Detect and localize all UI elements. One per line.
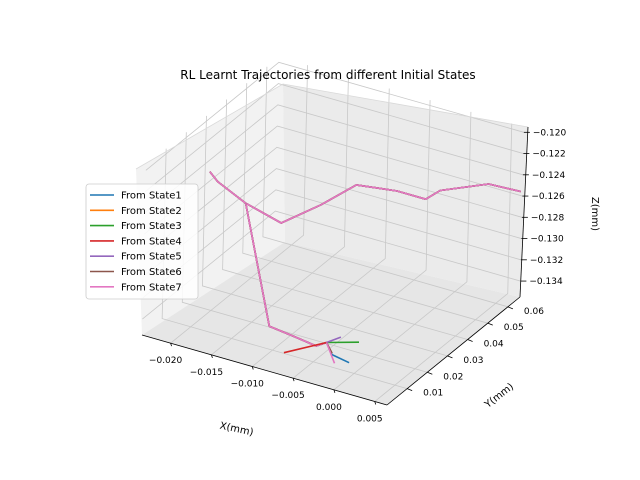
z-axis-label: Z(mm): [589, 197, 600, 231]
legend-label: From State4: [121, 236, 182, 247]
x-tick-label: −0.020: [149, 356, 183, 366]
y-tick-mark: [487, 322, 493, 326]
y-tick-mark: [447, 355, 453, 359]
x-tick-label: −0.005: [271, 391, 304, 401]
y-tick-label: 0.01: [423, 389, 443, 399]
x-tick-label: −0.015: [190, 368, 223, 378]
series-line-state7: [209, 171, 521, 224]
z-axis-line: [519, 126, 529, 298]
legend-box: [85, 183, 199, 300]
y-gridline: [242, 83, 488, 324]
legend-label: From State5: [121, 252, 182, 263]
x-gridline: [170, 65, 308, 344]
x-tick-label: −0.010: [231, 380, 265, 390]
series-end-state5: [326, 336, 342, 344]
legend-label: From State6: [121, 267, 182, 278]
y-tick-label: 0.05: [504, 323, 524, 333]
z-gridline: [145, 83, 524, 192]
legend-entries: From State1 From State2 From State3 From St…: [90, 191, 182, 293]
x-tick-label: 0.005: [357, 415, 383, 425]
y-axis-line: [386, 296, 521, 406]
x-gridline: [251, 88, 390, 367]
series-end-state4: [283, 341, 327, 354]
y-tick-label: 0.06: [524, 307, 544, 317]
x-gridline: [333, 111, 472, 391]
y-tick-mark: [507, 306, 514, 310]
legend-label: From State7: [121, 282, 182, 293]
x-tick-mark: [170, 343, 172, 347]
y-tick-mark: [427, 371, 433, 375]
z-gridline: [145, 61, 524, 171]
x-gridline: [374, 123, 513, 402]
series-end-state7: [325, 342, 336, 364]
x-tick-mark: [292, 378, 295, 382]
pane-edge-outline: [135, 83, 529, 170]
z-tick-label: −0.126: [531, 192, 565, 202]
y-gridline: [202, 115, 448, 357]
z-gridline: [144, 104, 523, 214]
z-tick-label: −0.132: [530, 256, 563, 266]
z-tick-label: −0.134: [529, 277, 563, 287]
x-axis-line: [141, 334, 388, 406]
y-tick-label: 0.03: [463, 356, 483, 366]
legend-label: From State1: [121, 191, 182, 202]
x-gridline: [211, 76, 349, 356]
axis-lines: [141, 126, 529, 406]
z-tick-label: −0.128: [531, 213, 565, 223]
y-tick-mark: [407, 388, 413, 392]
trajectory-lines: [209, 171, 521, 364]
legend-label: From State2: [121, 206, 182, 217]
floor-pane: [142, 242, 520, 405]
y-tick-mark: [467, 339, 473, 342]
x-tick-mark: [251, 366, 254, 370]
legend: From State1 From State2 From State3 From St…: [85, 183, 199, 300]
z-tick-label: −0.124: [532, 171, 566, 181]
chart-title: RL Learnt Trajectories from different In…: [180, 68, 475, 82]
x-tick-mark: [333, 389, 336, 393]
z-tick-label: −0.120: [533, 128, 567, 138]
x-tick-mark: [374, 401, 377, 405]
pane-edges: [135, 83, 529, 170]
y-tick-label: 0.04: [484, 340, 504, 350]
z-tick-label: −0.122: [532, 150, 565, 160]
x-tick-mark: [211, 354, 213, 358]
y-gridline: [262, 66, 509, 308]
x-tick-label: 0.000: [316, 403, 342, 413]
legend-label: From State3: [121, 221, 182, 232]
axis-ticks: −0.020−0.015−0.010−0.0050.0000.0050.010.…: [149, 128, 567, 424]
z-tick-label: −0.130: [530, 235, 564, 245]
y-tick-label: 0.02: [443, 372, 463, 382]
y-gridline: [222, 99, 468, 340]
